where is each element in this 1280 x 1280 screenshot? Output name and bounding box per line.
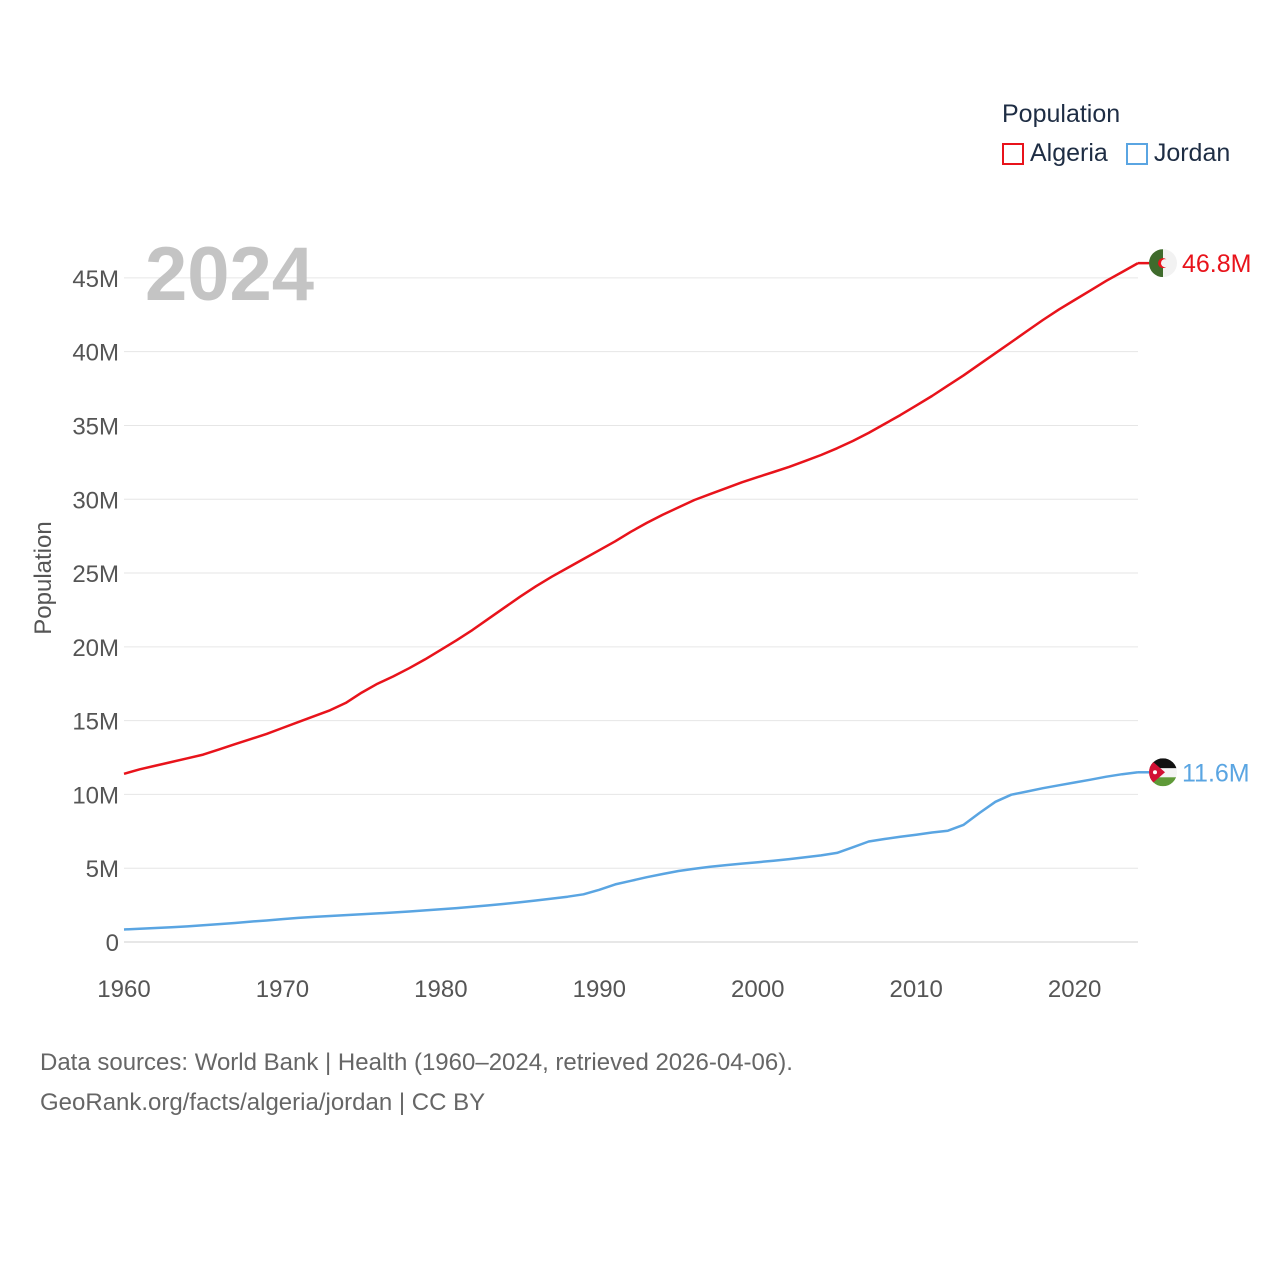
legend-items: Algeria Jordan — [1002, 139, 1248, 168]
y-tick-label: 15M — [72, 709, 119, 736]
legend-item-jordan[interactable]: Jordan — [1125, 139, 1231, 168]
y-tick-label: 30M — [72, 487, 119, 514]
legend-label-algeria: Algeria — [1030, 139, 1108, 167]
legend: Population Algeria Jordan — [1002, 100, 1248, 168]
legend-swatch-jordan — [1125, 142, 1148, 165]
y-tick-label: 45M — [72, 266, 119, 293]
y-tick-label: 40M — [72, 340, 119, 367]
legend-label-jordan: Jordan — [1153, 139, 1231, 167]
y-tick-label: 25M — [72, 561, 119, 588]
x-tick-label: 1960 — [97, 976, 150, 1003]
x-tick-label: 2020 — [1048, 976, 1101, 1003]
algeria-flag-icon — [1149, 249, 1177, 278]
footer: Data sources: World Bank | Health (1960–… — [40, 1043, 793, 1123]
legend-item-algeria[interactable]: Algeria — [1002, 139, 1108, 168]
legend-swatch-algeria — [1002, 142, 1024, 165]
x-axis-ticks: 1960 1970 1980 1990 2000 2010 2020 — [97, 976, 1101, 1003]
series-line-jordan — [123, 771, 1139, 931]
gridlines — [124, 277, 1138, 943]
x-tick-label: 1980 — [414, 976, 467, 1003]
x-tick-label: 2010 — [889, 976, 942, 1003]
end-value-label: 11.6M — [1182, 759, 1250, 787]
jordan-flag-icon — [1149, 758, 1177, 787]
y-axis-label: Population — [30, 521, 57, 634]
series-lines — [123, 262, 1139, 931]
y-tick-label: 0 — [106, 930, 119, 957]
data-sources-text: Data sources: World Bank | Health (1960–… — [40, 1049, 793, 1076]
x-tick-label: 1970 — [256, 976, 309, 1003]
y-tick-label: 20M — [72, 635, 119, 662]
y-tick-label: 10M — [72, 782, 119, 809]
end-markers: 46.8M 11.6M — [1138, 249, 1251, 787]
y-tick-label: 35M — [72, 413, 119, 440]
year-watermark: 2024 — [145, 232, 314, 317]
y-tick-label: 5M — [86, 856, 119, 883]
y-axis-ticks: 0 5M 10M 15M 20M 25M 30M 35M 40M 45M — [72, 266, 119, 957]
x-tick-label: 2000 — [731, 976, 784, 1003]
legend-title: Population — [1002, 100, 1121, 128]
end-value-label: 46.8M — [1182, 250, 1251, 278]
x-tick-label: 1990 — [573, 976, 626, 1003]
series-line-algeria — [123, 262, 1139, 776]
source-link[interactable]: GeoRank.org/facts/algeria/jordan | CC BY — [40, 1089, 486, 1116]
